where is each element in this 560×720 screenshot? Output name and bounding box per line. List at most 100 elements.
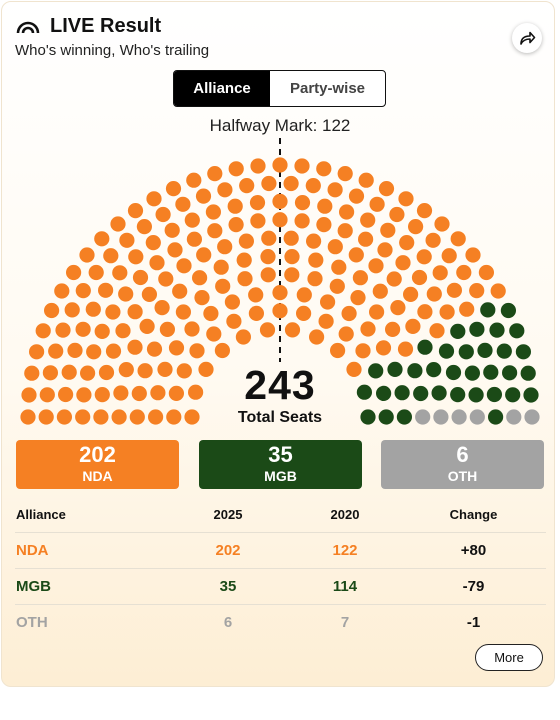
seat-nda [94, 323, 110, 339]
seat-nda [55, 322, 71, 338]
seat-nda [450, 231, 466, 247]
seat-nda [261, 230, 277, 246]
row-change: -79 [401, 568, 546, 605]
seat-nda [118, 286, 134, 302]
seat-mgb [431, 385, 447, 401]
seat-nda [166, 409, 182, 425]
seat-nda [184, 321, 200, 337]
seat-nda [103, 248, 119, 264]
seat-mgb [445, 364, 462, 381]
seat-nda [284, 249, 300, 265]
seat-nda [213, 259, 229, 275]
seat-mgb [477, 342, 493, 358]
seat-nda [272, 193, 288, 209]
seat-nda [127, 339, 143, 355]
oth-seats: 6 [456, 442, 469, 467]
seat-nda [284, 322, 301, 338]
seat-nda [66, 264, 82, 281]
seat-mgb [450, 387, 466, 403]
seat-nda [184, 212, 200, 228]
seat-nda [305, 178, 321, 194]
seat-nda [168, 340, 185, 356]
seat-nda [329, 278, 345, 294]
seat-nda [416, 203, 433, 219]
oth-label: OTH [447, 468, 478, 484]
seat-mgb [469, 321, 485, 337]
seat-nda [348, 188, 365, 204]
col-2020: 2020 [330, 507, 360, 522]
seat-nda [105, 343, 122, 359]
seat-nda [348, 247, 364, 263]
seat-mgb [505, 387, 521, 403]
seat-nda [378, 181, 395, 197]
seat-mgb [407, 363, 423, 379]
seat-nda [206, 326, 222, 342]
seat-mgb [417, 339, 433, 355]
seat-nda [146, 341, 163, 357]
seat-nda [337, 166, 353, 182]
col-change: Change [449, 507, 498, 522]
col-2025: 2025 [213, 507, 243, 522]
seat-nda [272, 303, 288, 319]
row-2020: 114 [289, 568, 401, 605]
col-alliance: Alliance [16, 507, 66, 522]
seat-mgb [413, 385, 429, 402]
seat-nda [358, 172, 374, 188]
seat-nda [188, 384, 204, 400]
seat-nda [308, 252, 324, 268]
seat-nda [380, 222, 396, 238]
alliance-tab[interactable]: Alliance [174, 71, 270, 106]
seat-nda [148, 409, 164, 425]
seat-mgb [438, 343, 455, 359]
seat-mgb [426, 362, 442, 378]
seat-nda [132, 269, 149, 286]
seat-nda [389, 206, 405, 223]
row-2020: 122 [289, 532, 401, 569]
seat-nda [261, 175, 277, 192]
seat-nda [355, 343, 371, 359]
seat-nda [24, 365, 40, 381]
seat-nda [158, 271, 174, 287]
row-2025: 6 [167, 604, 289, 640]
mgb-label: MGB [264, 468, 297, 484]
seat-nda [94, 387, 110, 403]
seat-mgb [509, 323, 525, 339]
seat-nda [64, 302, 80, 318]
halfway-mark-label: Halfway Mark: 122 [209, 116, 351, 135]
seat-nda [397, 341, 414, 357]
seat-nda [172, 283, 188, 299]
seat-nda [149, 255, 165, 271]
seat-nda [98, 364, 115, 381]
seat-nda [145, 235, 161, 251]
seat-nda [446, 282, 462, 298]
seat-nda [411, 269, 428, 286]
seat-nda [194, 290, 210, 306]
seat-nda [237, 271, 253, 287]
view-toggle: Alliance Party-wise [173, 70, 386, 107]
seat-nda [272, 212, 288, 228]
seat-nda [35, 323, 51, 339]
seat-nda [186, 172, 202, 188]
seat-nda [205, 204, 221, 220]
seat-nda [207, 166, 223, 182]
row-alliance: MGB [15, 568, 167, 605]
seat-nda [76, 387, 92, 403]
seat-nda [75, 409, 91, 425]
seat-nda [226, 313, 242, 329]
seat-nda [113, 385, 129, 401]
seat-nda [260, 267, 276, 283]
seat-mgb [468, 387, 484, 403]
party-wise-tab[interactable]: Party-wise [289, 80, 366, 97]
oth-seat-box: 6 OTH [381, 440, 544, 489]
seat-nda [408, 219, 424, 235]
nda-seat-box: 202 NDA [16, 440, 179, 489]
seat-mgb [500, 302, 516, 319]
share-button[interactable] [512, 23, 542, 53]
seat-nda [320, 294, 336, 310]
seat-nda [224, 294, 240, 310]
seat-nda [390, 300, 406, 316]
more-button[interactable]: More [475, 644, 543, 671]
seat-nda [111, 409, 127, 425]
seat-mgb [483, 364, 499, 380]
seat-oth [433, 409, 449, 425]
